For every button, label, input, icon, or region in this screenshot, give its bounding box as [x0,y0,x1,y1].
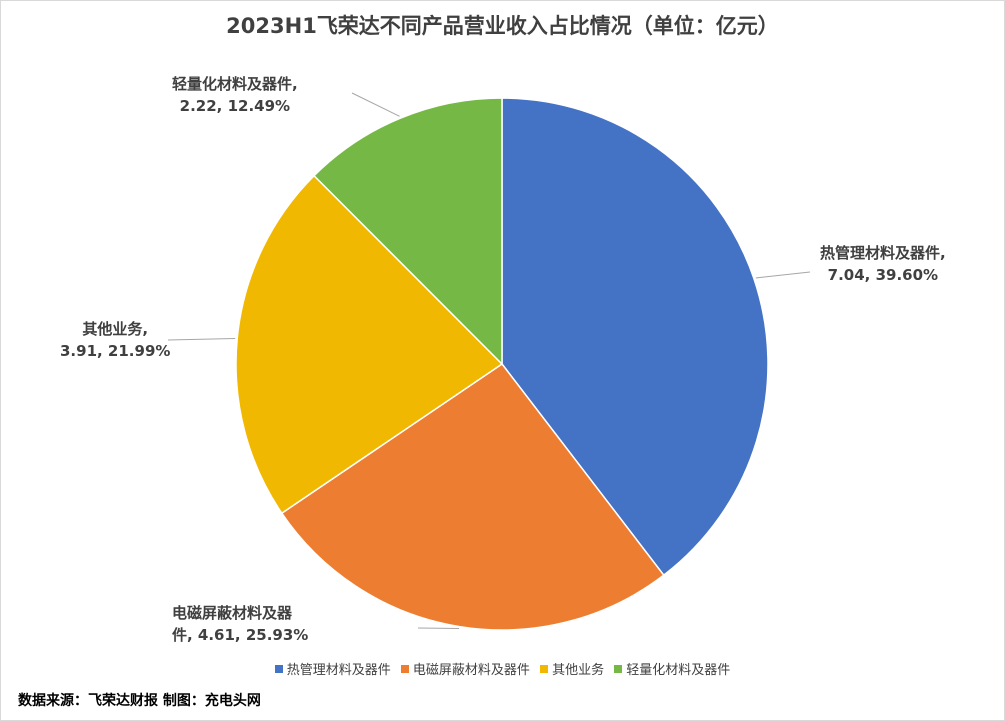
leader-line-other [167,337,236,341]
data-label-thermal-line1: 热管理材料及器件, [820,244,946,262]
legend-label-other: 其他业务 [552,663,605,678]
pie-slice-other [235,174,504,515]
data-source-note: 数据来源：飞荣达财报 制图：充电头网 [18,693,261,709]
data-label-emi: 电磁屏蔽材料及器 件, 4.61, 25.93% [172,602,308,646]
legend-label-lightweight: 轻量化材料及器件 [626,663,731,678]
data-label-emi-line1: 电磁屏蔽材料及器 [172,604,293,622]
data-label-lightweight-line1: 轻量化材料及器件, [172,75,298,93]
legend-swatch-other [540,665,549,673]
pie-slice-emi [280,362,665,631]
legend-swatch-thermal [274,665,283,673]
data-label-emi-line2: 件, 4.61, 25.93% [172,626,309,644]
legend-item-thermal: 热管理材料及器件 [274,659,391,678]
legend-item-emi: 电磁屏蔽材料及器件 [400,659,530,678]
legend-swatch-lightweight [614,665,623,673]
leader-line-thermal [755,271,811,279]
legend-item-lightweight: 轻量化材料及器件 [614,659,730,678]
legend-item-other: 其他业务 [540,659,604,678]
leader-line-emi [417,627,460,630]
data-label-other: 其他业务, 3.91, 21.99% [60,318,170,362]
data-label-other-line2: 3.91, 21.99% [60,342,171,360]
data-label-lightweight: 轻量化材料及器件, 2.22, 12.49% [172,73,298,117]
legend: 热管理材料及器件 电磁屏蔽材料及器件 其他业务 轻量化材料及器件 [0,659,1005,678]
pie-slice-thermal [501,97,769,577]
pie-slice-lightweight [313,97,503,366]
data-label-thermal-line2: 7.04, 39.60% [827,266,939,284]
data-label-thermal: 热管理材料及器件, 7.04, 39.60% [820,242,946,286]
legend-label-thermal: 热管理材料及器件 [286,663,391,678]
data-label-other-line1: 其他业务, [82,320,149,338]
chart-title: 2023H1飞荣达不同产品营业收入占比情况（单位：亿元） [226,14,779,38]
leader-line-lightweight [351,92,400,117]
data-label-lightweight-line2: 2.22, 12.49% [179,97,291,115]
legend-label-emi: 电磁屏蔽材料及器件 [412,663,530,678]
legend-swatch-emi [400,665,409,673]
